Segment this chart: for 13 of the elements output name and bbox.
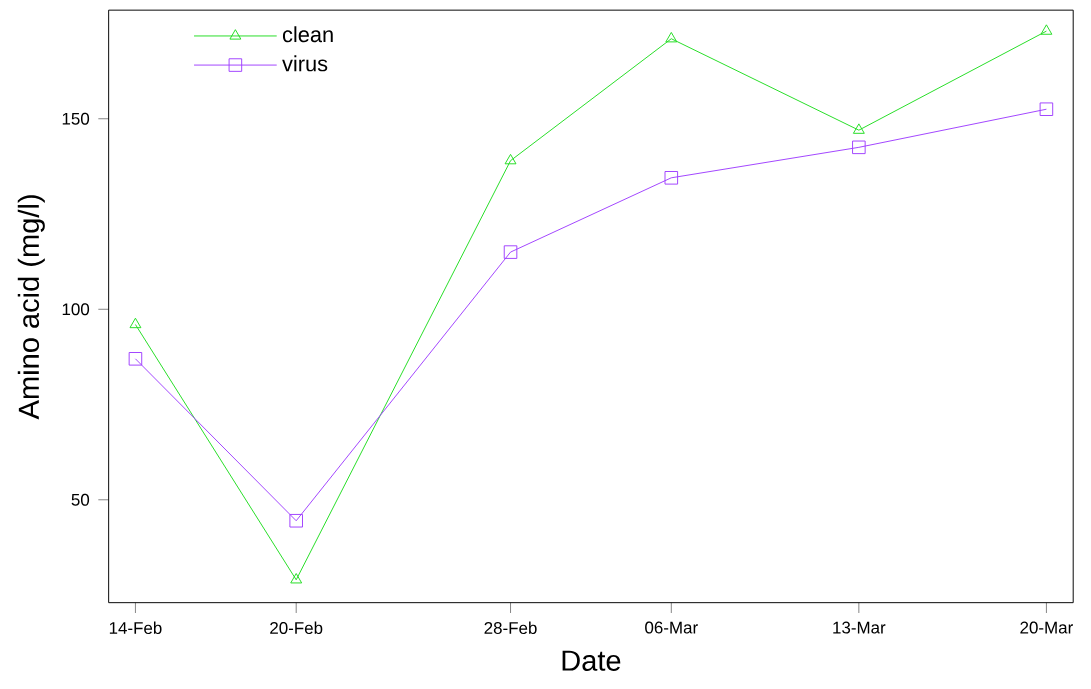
x-tick-label: 13-Mar	[833, 621, 886, 634]
x-tick-label: 20-Mar	[1020, 621, 1073, 634]
y-tick-label: 50	[71, 493, 90, 506]
x-tick-label: 14-Feb	[109, 621, 162, 635]
x-tick-label: 20-Feb	[270, 621, 323, 635]
legend-label: clean	[282, 26, 333, 43]
x-tick-label: 06-Mar	[645, 621, 698, 634]
y-axis-title: Amino acid (mg/l)	[17, 195, 45, 420]
x-tick-label: 28-Feb	[484, 621, 537, 635]
y-tick-label: 150	[62, 112, 90, 125]
legend-label: virus	[282, 55, 328, 72]
y-tick-label: 100	[62, 303, 90, 316]
x-axis-title: Date	[562, 650, 621, 672]
